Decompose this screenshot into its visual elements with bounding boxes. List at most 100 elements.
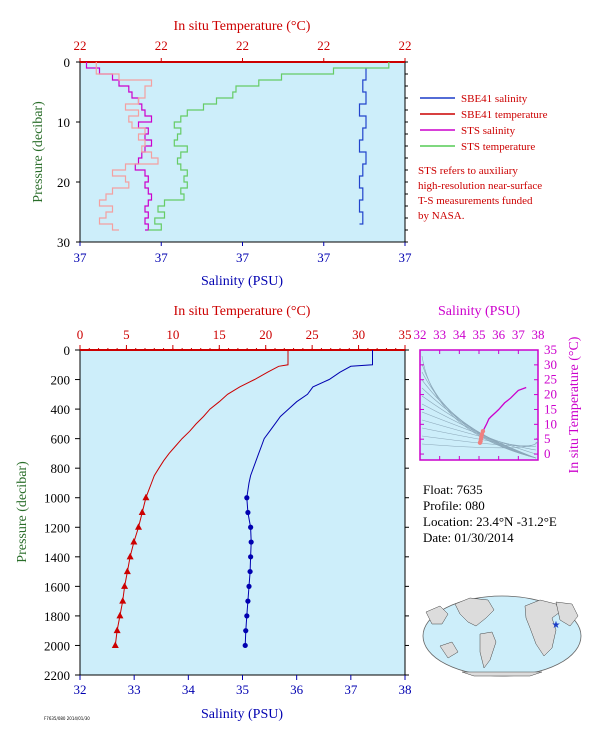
top-salinity-tick-label: 37 (74, 250, 88, 265)
temperature-marker (130, 538, 138, 545)
top-pressure-tick-label: 10 (57, 115, 70, 130)
temperature-marker (111, 641, 119, 648)
date: Date: 01/30/2014 (423, 530, 514, 545)
temperature-marker (123, 567, 131, 575)
top-salinity-tick-label: 37 (236, 250, 250, 265)
main-pressure-tick-label: 200 (51, 373, 71, 388)
temperature-marker (116, 611, 124, 619)
main-pressure-tick-label: 0 (64, 343, 71, 358)
ts-salinity-tick-label: 33 (433, 327, 446, 342)
main-series-group (111, 350, 373, 649)
salinity-marker (248, 554, 254, 560)
legend-label-sts-salinity: STS salinity (461, 125, 516, 137)
main-pressure-tick-label: 600 (51, 432, 71, 447)
ts-density-contour (421, 437, 538, 449)
legend-label-sbe41-temperature: SBE41 temperature (461, 109, 548, 121)
temperature-marker (119, 597, 127, 604)
main-pressure-tick-label: 1000 (44, 491, 70, 506)
salinity-marker (245, 598, 251, 604)
ts-density-contour (421, 427, 537, 447)
main-plot-area (79, 349, 406, 676)
main-pressure-tick-label: 400 (51, 402, 71, 417)
main-salinity-tick-label: 34 (182, 682, 196, 697)
ts-salinity-tick-label: 37 (512, 327, 526, 342)
salinity-marker (248, 524, 254, 530)
top-panel: 22 22 22 22 22 37 37 37 37 37 0 10 20 30 In situ Temp… (31, 19, 412, 289)
ts-temp-tick-label: 0 (544, 446, 551, 461)
salinity-marker (248, 539, 254, 545)
ts-density-contour (421, 419, 537, 451)
top-salinity-axis-title: Salinity (PSU) (201, 274, 283, 289)
temperature-marker (121, 582, 129, 589)
top-series-group (85, 62, 390, 231)
main-pressure-tick-label: 1800 (44, 609, 70, 624)
main-salinity-tick-label: 37 (344, 682, 358, 697)
salinity-marker (245, 509, 251, 516)
ts-salinity-tick-label: 35 (473, 327, 486, 342)
top-series-sts-temperature (148, 62, 390, 231)
temperature-marker (135, 523, 142, 530)
ts-temp-tick-label: 35 (544, 342, 557, 357)
map-land-asia (555, 601, 579, 627)
location: Location: 23.4°N -31.2°E (423, 514, 557, 529)
main-temp-tick-label: 10 (166, 327, 179, 342)
legend-label-sts-temperature: STS temperature (461, 141, 535, 153)
ts-temp-tick-label: 20 (544, 387, 557, 402)
ts-density-contour (421, 411, 537, 455)
salinity-marker (243, 628, 249, 634)
main-pressure-tick-label: 2200 (44, 668, 70, 683)
ts-temp-tick-label: 25 (544, 372, 557, 387)
top-pressure-axis-title: Pressure (decibar) (31, 101, 46, 203)
main-pressure-tick-label: 800 (51, 461, 71, 476)
salinity-marker (242, 642, 248, 649)
map-land-asia-west (425, 605, 449, 625)
legend: SBE41 salinity SBE41 temperature STS sal… (418, 93, 548, 222)
top-salinity-tick-label: 37 (317, 250, 331, 265)
top-temp-tick-label: 22 (317, 38, 330, 53)
salinity-marker (246, 583, 252, 589)
main-ticks-group: 0 5 10 15 20 25 30 35 32 33 34 35 36 37 38 0 200 400 600 80… (44, 327, 412, 697)
ts-salinity-tick-label: 36 (492, 327, 506, 342)
top-temp-tick-label: 22 (155, 38, 168, 53)
top-pressure-tick-label: 30 (57, 235, 70, 250)
top-pressure-tick-label: 0 (64, 55, 71, 70)
main-pressure-tick-label: 1400 (44, 550, 70, 565)
top-ticks-group: 22 22 22 22 22 37 37 37 37 37 0 10 20 30 (57, 38, 412, 265)
ts-temp-tick-label: 5 (544, 431, 551, 446)
float-location-star-icon: ★ (552, 620, 561, 631)
salinity-marker (244, 495, 250, 501)
main-pressure-tick-label: 1600 (44, 579, 70, 594)
ts-salinity-tick-label: 34 (453, 327, 467, 342)
main-pressure-tick-label: 2000 (44, 638, 70, 653)
sts-note-line-4: by NASA. (418, 210, 465, 222)
temperature-marker (138, 508, 146, 515)
temperature-marker (113, 626, 121, 634)
main-salinity-tick-label: 38 (399, 682, 412, 697)
main-salinity-axis-title: Salinity (PSU) (201, 707, 283, 722)
footer-label: F7635/080 2014/01/30 (44, 716, 90, 721)
main-temp-tick-label: 35 (399, 327, 412, 342)
float-info: Float: 7635 Profile: 080 Location: 23.4°… (423, 482, 557, 545)
map-land-antarctica (461, 671, 543, 677)
temperature-marker (142, 493, 150, 501)
ts-salinity-axis-title: Salinity (PSU) (438, 304, 520, 319)
float-id: Float: 7635 (423, 482, 483, 497)
top-salinity-tick-label: 37 (399, 250, 413, 265)
sts-note-line-1: STS refers to auxiliary (418, 165, 518, 177)
main-panel: 0 5 10 15 20 25 30 35 32 33 34 35 36 37 38 0 200 400 600 80… (15, 304, 412, 722)
main-temp-tick-label: 15 (213, 327, 226, 342)
ts-temp-tick-label: 10 (544, 416, 557, 431)
ts-temp-tick-label: 15 (544, 401, 557, 416)
temperature-marker (126, 552, 134, 560)
world-map: ★ (422, 595, 582, 677)
salinity-marker (244, 613, 250, 619)
top-series-sbe41-salinity (358, 68, 367, 225)
main-pressure-axis-title: Pressure (decibar) (15, 461, 30, 563)
main-temp-tick-label: 0 (77, 327, 84, 342)
top-plot-area (79, 61, 406, 243)
salinity-marker (247, 568, 253, 575)
ts-salinity-tick-label: 38 (532, 327, 545, 342)
top-temp-tick-label: 22 (236, 38, 249, 53)
